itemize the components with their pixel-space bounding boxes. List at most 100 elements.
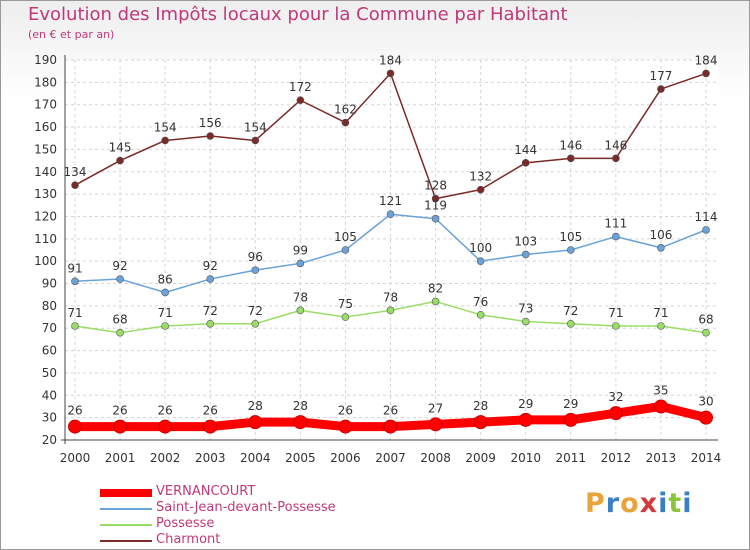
y-tick-label: 120 xyxy=(34,209,57,223)
data-point xyxy=(612,322,620,330)
data-point xyxy=(113,419,128,434)
data-label: 26 xyxy=(383,404,398,418)
x-tick-label: 2013 xyxy=(646,451,677,465)
data-label: 132 xyxy=(469,170,492,184)
x-tick-label: 2008 xyxy=(420,451,451,465)
data-point xyxy=(296,96,305,105)
data-label: 96 xyxy=(248,250,263,264)
data-label: 71 xyxy=(158,306,173,320)
data-label: 28 xyxy=(293,399,308,413)
data-point xyxy=(158,419,173,434)
data-label: 144 xyxy=(514,143,537,157)
x-tick-label: 2006 xyxy=(330,451,361,465)
data-point xyxy=(428,417,443,432)
data-point xyxy=(476,257,485,265)
legend-swatch xyxy=(100,524,152,526)
data-point xyxy=(612,154,620,163)
data-label: 29 xyxy=(563,397,578,411)
y-tick-label: 30 xyxy=(42,411,57,425)
data-label: 30 xyxy=(698,395,713,409)
data-label: 91 xyxy=(67,261,82,275)
data-label: 32 xyxy=(608,390,623,404)
logo-letter: o xyxy=(620,488,640,519)
logo-letter: i xyxy=(682,488,693,519)
data-point xyxy=(206,132,215,140)
data-point xyxy=(657,322,665,330)
data-point xyxy=(116,156,124,165)
x-tick-label: 2011 xyxy=(556,451,587,465)
legend-label: Saint-Jean-devant-Possesse xyxy=(156,500,336,515)
y-tick-label: 170 xyxy=(34,98,57,112)
data-point xyxy=(338,419,353,434)
data-point xyxy=(251,136,260,145)
data-point xyxy=(431,194,440,203)
data-label: 177 xyxy=(649,69,672,83)
data-point xyxy=(473,415,488,430)
data-label: 119 xyxy=(424,199,447,213)
data-point xyxy=(476,311,485,319)
x-tick-label: 2012 xyxy=(601,451,632,465)
data-point xyxy=(161,136,169,145)
data-point xyxy=(566,246,575,254)
data-label: 106 xyxy=(649,228,672,242)
chart-subtitle: (en € et par an) xyxy=(28,28,115,41)
data-label: 72 xyxy=(203,304,218,318)
data-label: 71 xyxy=(608,306,623,320)
data-label: 26 xyxy=(338,404,353,418)
y-tick-label: 130 xyxy=(34,187,57,201)
data-point xyxy=(341,246,350,254)
x-tick-label: 2002 xyxy=(150,451,181,465)
data-point xyxy=(702,328,710,337)
data-label: 26 xyxy=(203,404,218,418)
data-point xyxy=(383,419,398,434)
legend-swatch xyxy=(100,508,152,510)
x-tick-label: 2005 xyxy=(285,451,316,465)
data-label: 27 xyxy=(428,401,443,415)
legend-swatch xyxy=(100,489,152,497)
x-tick-label: 2004 xyxy=(240,451,271,465)
x-tick-label: 2014 xyxy=(691,451,722,465)
data-point xyxy=(71,277,79,286)
data-point xyxy=(251,266,260,274)
legend-swatch xyxy=(100,540,152,542)
y-tick-label: 150 xyxy=(34,142,57,156)
data-point xyxy=(161,288,169,297)
data-label: 72 xyxy=(563,304,578,318)
y-tick-label: 180 xyxy=(34,75,57,89)
data-label: 78 xyxy=(383,290,398,304)
y-tick-label: 110 xyxy=(34,232,57,246)
data-label: 71 xyxy=(67,306,82,320)
data-label: 68 xyxy=(698,313,713,327)
data-label: 71 xyxy=(653,306,668,320)
data-point xyxy=(341,313,350,321)
data-point xyxy=(386,69,395,78)
data-point xyxy=(293,415,308,430)
data-label: 156 xyxy=(199,116,222,130)
plot-area xyxy=(65,60,718,440)
data-point xyxy=(203,419,218,434)
y-tick-label: 90 xyxy=(42,277,57,291)
legend-item: VERNANCOURT xyxy=(100,484,400,501)
legend-item: Possesse xyxy=(100,516,400,533)
proxiti-logo: Proxiti xyxy=(585,488,693,519)
logo-letter: P xyxy=(585,488,606,519)
legend: VERNANCOURT Saint-Jean-devant-Possesse Pos… xyxy=(100,484,400,549)
data-point xyxy=(68,419,82,434)
data-label: 100 xyxy=(469,241,492,255)
data-point xyxy=(116,275,124,283)
y-tick-label: 20 xyxy=(42,433,57,447)
data-point xyxy=(612,232,620,241)
data-point xyxy=(518,412,533,427)
chart-title: Evolution des Impôts locaux pour la Comm… xyxy=(28,4,568,25)
data-label: 103 xyxy=(514,234,537,248)
y-tick-label: 70 xyxy=(42,321,57,335)
data-point xyxy=(386,306,395,315)
data-label: 146 xyxy=(559,138,582,152)
logo-letter: t xyxy=(668,488,683,519)
y-tick-label: 50 xyxy=(42,366,57,380)
data-label: 146 xyxy=(604,138,627,152)
y-tick-label: 160 xyxy=(34,120,57,134)
data-point xyxy=(161,322,169,330)
data-label: 72 xyxy=(248,304,263,318)
data-label: 184 xyxy=(379,53,402,67)
